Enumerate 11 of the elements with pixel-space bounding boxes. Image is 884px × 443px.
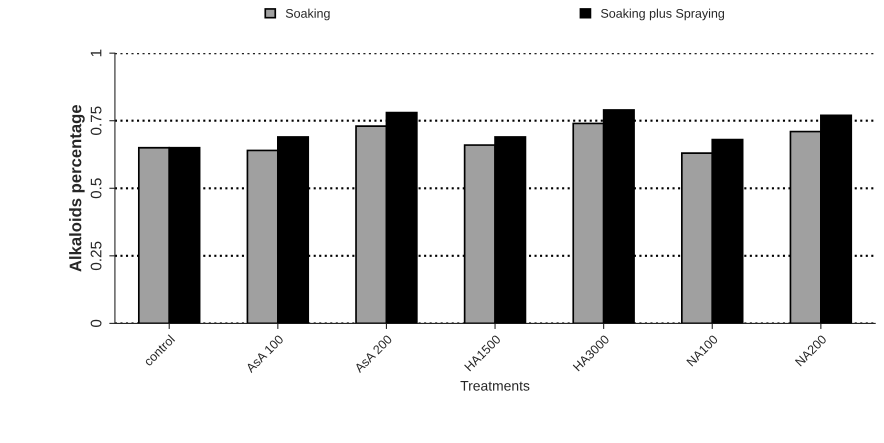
y-axis-title: Alkaloids percentage xyxy=(69,105,85,272)
y-tick-label: 0.25 xyxy=(90,242,102,270)
x-tick-label: AsA 200 xyxy=(354,334,393,374)
legend-label: Soaking xyxy=(286,8,330,20)
y-tick-label: 0 xyxy=(90,320,102,328)
y-tick-label: 0.75 xyxy=(90,106,102,135)
legend-label: Soaking plus Spraying xyxy=(601,8,724,20)
x-axis-title: Treatments xyxy=(460,381,530,391)
y-tick-label: 1 xyxy=(90,50,102,56)
y-tick-label: 0.5 xyxy=(90,178,102,198)
x-tick-label: AsA 100 xyxy=(245,334,284,374)
